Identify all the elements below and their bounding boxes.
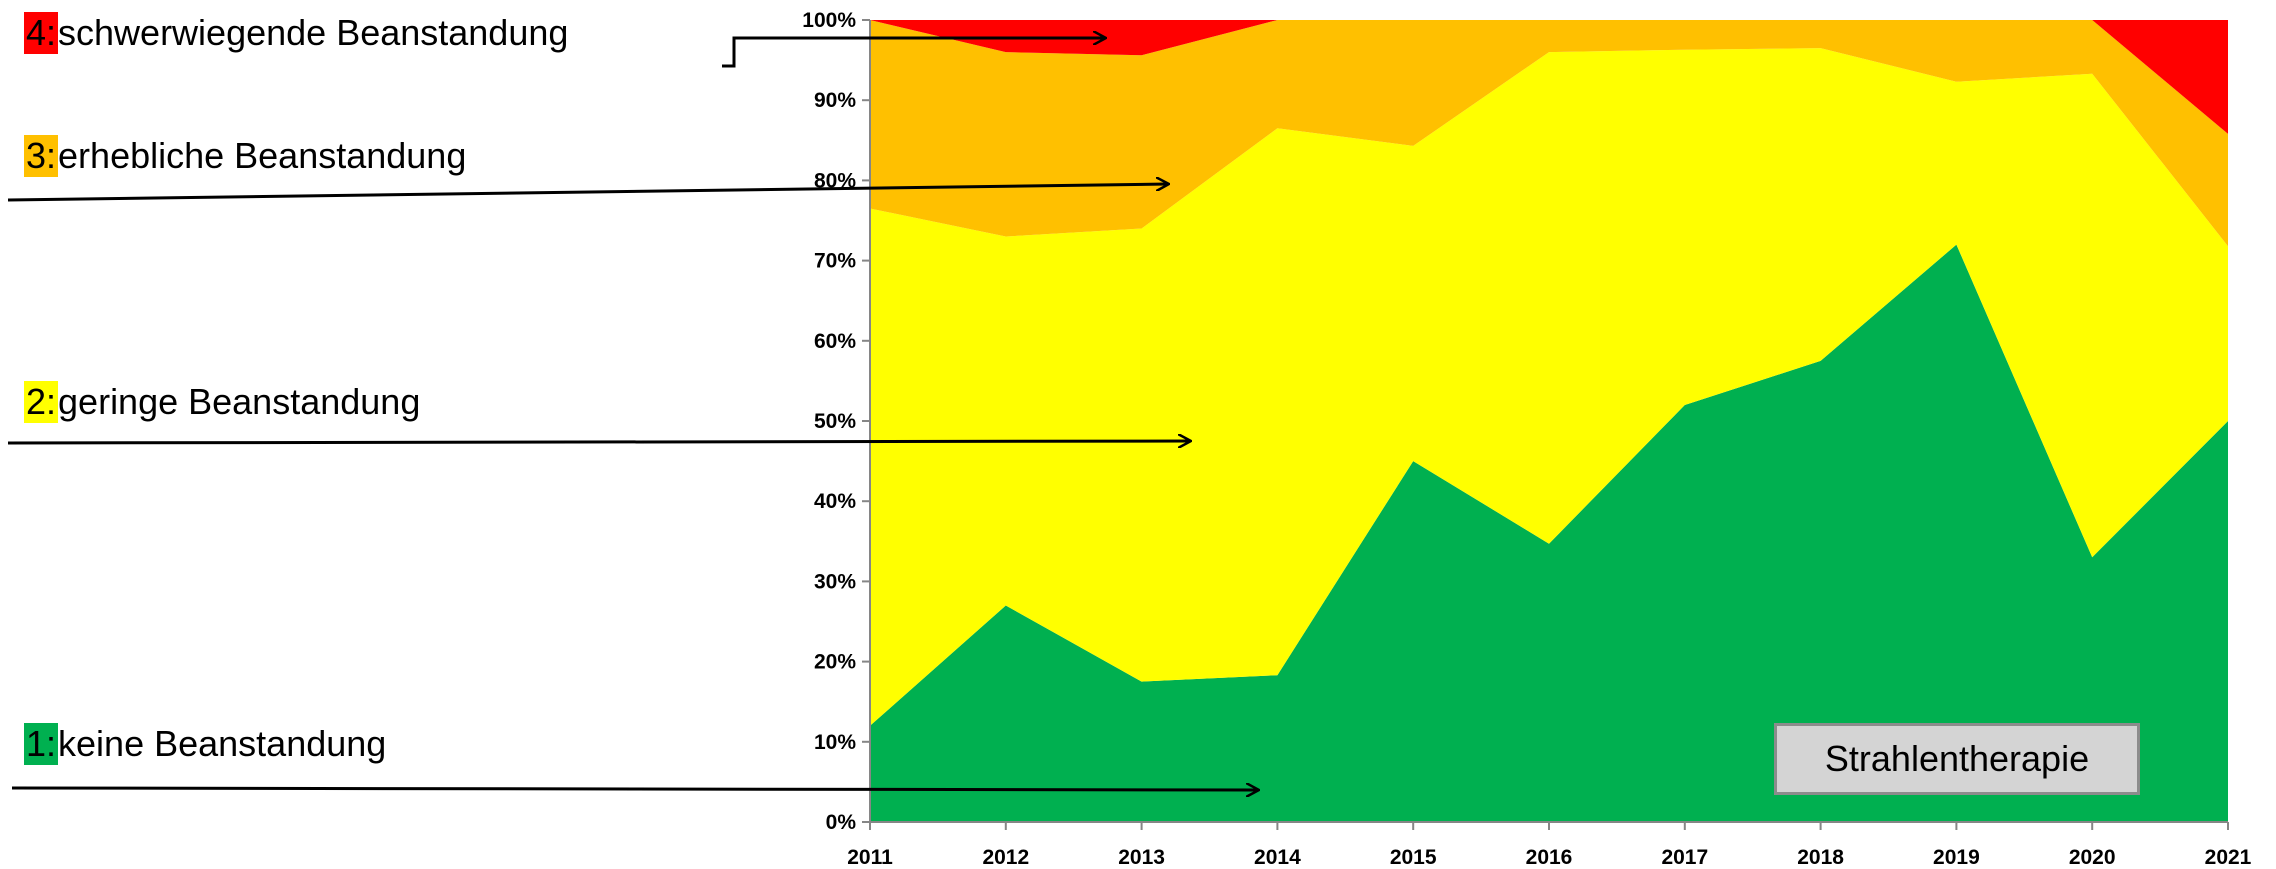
chart-axes: 0% 10% 20% 30% 40% 50% 60% 70% 80% 90% 100% 2011 201…: [802, 9, 2251, 869]
y-tick-label: 20%: [814, 651, 856, 674]
y-tick-label: 100%: [802, 9, 856, 32]
y-tick-label: 50%: [814, 410, 856, 433]
legend-code-2: 2:: [24, 381, 59, 423]
y-tick-label: 80%: [814, 169, 856, 192]
x-tick-label: 2017: [1661, 846, 1708, 869]
legend-item-4: 4:schwerwiegende Beanstandung: [24, 12, 568, 54]
legend-arrows: [7, 38, 1258, 790]
legend-item-1: 1:keine Beanstandung: [24, 723, 386, 765]
y-tick-label: 60%: [814, 330, 856, 353]
legend-item-3: 3:erhebliche Beanstandung: [24, 135, 466, 177]
annotation-box: Strahlentherapie: [1774, 723, 2140, 795]
arrow-to-series-1: [11, 788, 1258, 790]
chart-areas: [870, 20, 2228, 823]
y-tick-label: 40%: [814, 490, 856, 513]
legend-code-3: 3:: [24, 135, 59, 177]
legend-label-4: schwerwiegende Beanstandung: [58, 12, 569, 53]
legend-label-1: keine Beanstandung: [58, 723, 387, 764]
arrow-to-series-3: [7, 184, 1168, 202]
y-tick-label: 70%: [814, 250, 856, 273]
y-tick-label: 0%: [826, 811, 857, 834]
x-tick-label: 2018: [1797, 846, 1844, 869]
arrow-to-series-2: [7, 441, 1190, 443]
x-tick-label: 2012: [982, 846, 1029, 869]
legend-label-3: erhebliche Beanstandung: [58, 135, 467, 176]
x-tick-label: 2021: [2205, 846, 2252, 869]
legend-item-2: 2:geringe Beanstandung: [24, 381, 420, 423]
area-series-3: [870, 20, 2228, 247]
legend-label-2: geringe Beanstandung: [58, 381, 421, 422]
x-tick-label: 2011: [847, 846, 893, 869]
x-tick-label: 2014: [1254, 846, 1301, 869]
y-tick-label: 30%: [814, 570, 856, 593]
y-tick-label: 90%: [814, 89, 856, 112]
legend-code-4: 4:: [24, 12, 59, 54]
area-series-1: [870, 244, 2228, 823]
y-tick-label: 10%: [814, 731, 856, 754]
x-tick-label: 2013: [1118, 846, 1165, 869]
x-tick-label: 2019: [1933, 846, 1980, 869]
area-series-2: [870, 48, 2228, 726]
area-series-4: [870, 20, 2228, 134]
x-tick-label: 2015: [1390, 846, 1437, 869]
arrow-to-series-4: [722, 38, 1105, 68]
legend-code-1: 1:: [24, 723, 59, 765]
x-tick-label: 2016: [1526, 846, 1573, 869]
x-tick-label: 2020: [2069, 846, 2116, 869]
